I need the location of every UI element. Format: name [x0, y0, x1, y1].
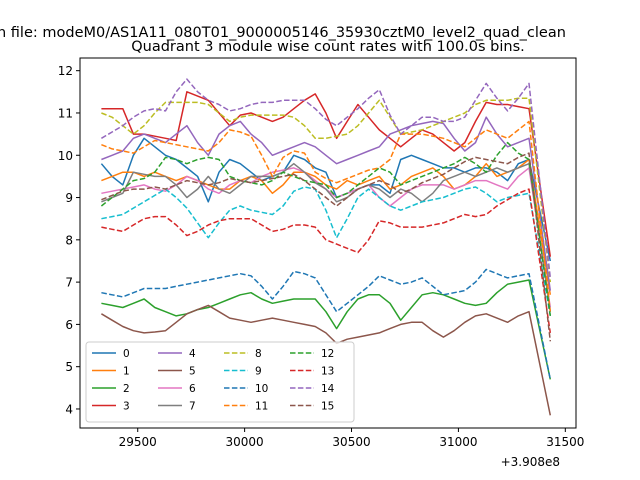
chart-title: Quadrant 3 module wise count rates with … — [131, 39, 525, 55]
legend-label-3: 3 — [123, 401, 130, 413]
series-line-2 — [101, 279, 552, 380]
x-axis-offset-label: +3.908e8 — [501, 455, 560, 469]
y-tick-label: 7 — [65, 276, 73, 290]
y-tick-label: 11 — [58, 106, 73, 120]
series-lines — [100, 78, 552, 416]
legend-label-0: 0 — [123, 348, 130, 360]
series-line-9 — [101, 186, 552, 317]
legend-label-2: 2 — [123, 383, 130, 395]
series-line-15 — [101, 152, 552, 342]
legend-label-6: 6 — [189, 383, 196, 395]
legend-label-7: 7 — [189, 401, 196, 413]
legend-label-11: 11 — [255, 401, 268, 413]
legend-label-8: 8 — [255, 348, 262, 360]
x-tick-label: 30500 — [332, 435, 370, 449]
y-tick-label: 5 — [65, 360, 73, 374]
series-line-7 — [101, 162, 552, 312]
legend-label-9: 9 — [255, 366, 262, 378]
plot-frame — [79, 57, 577, 429]
y-tick-label: 4 — [65, 402, 73, 416]
legend-label-15: 15 — [321, 401, 334, 413]
legend-frame — [85, 341, 355, 423]
legend-label-4: 4 — [189, 348, 196, 360]
legend-label-12: 12 — [321, 348, 334, 360]
legend-label-1: 1 — [123, 366, 130, 378]
series-line-5 — [101, 304, 552, 416]
series-line-3 — [101, 91, 552, 257]
series-line-8 — [101, 97, 552, 283]
legend-label-5: 5 — [189, 366, 196, 378]
series-line-4 — [101, 116, 552, 291]
legend-label-14: 14 — [321, 383, 335, 395]
y-tick-label: 8 — [65, 233, 73, 247]
figure-suptitle: n file: modeM0/AS1A11_080T01_9000005146_… — [0, 25, 566, 41]
x-tick-label: 29500 — [119, 435, 157, 449]
series-line-13 — [101, 188, 552, 334]
x-tick-label: 31500 — [546, 435, 584, 449]
legend-label-10: 10 — [255, 383, 268, 395]
x-tick-label: 31000 — [439, 435, 477, 449]
y-tick-label: 9 — [65, 191, 73, 205]
y-tick-label: 12 — [58, 64, 73, 78]
y-tick-label: 10 — [58, 149, 73, 163]
series-line-14 — [101, 78, 552, 278]
y-tick-label: 6 — [65, 318, 73, 332]
x-tick-label: 30000 — [226, 435, 264, 449]
legend-label-13: 13 — [321, 366, 334, 378]
series-line-10 — [101, 268, 552, 380]
series-line-12 — [100, 141, 552, 317]
